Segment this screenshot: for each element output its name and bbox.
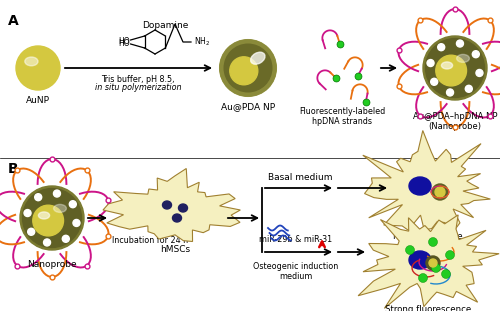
Circle shape <box>224 44 272 92</box>
Circle shape <box>426 256 440 270</box>
Ellipse shape <box>250 52 265 64</box>
Circle shape <box>438 44 444 51</box>
Circle shape <box>426 39 484 97</box>
Ellipse shape <box>178 204 188 212</box>
Circle shape <box>62 235 70 242</box>
Text: Basal medium: Basal medium <box>268 173 332 182</box>
Circle shape <box>456 40 464 47</box>
Polygon shape <box>358 215 499 308</box>
Circle shape <box>423 36 487 100</box>
Circle shape <box>34 194 42 201</box>
Circle shape <box>16 46 60 90</box>
Circle shape <box>430 78 438 85</box>
Text: Osteogenic induction
medium: Osteogenic induction medium <box>254 262 338 281</box>
Circle shape <box>230 57 258 85</box>
Ellipse shape <box>25 57 38 66</box>
Circle shape <box>432 263 440 272</box>
Circle shape <box>24 210 31 216</box>
Text: hMSCs: hMSCs <box>160 245 190 254</box>
Circle shape <box>432 184 448 200</box>
Circle shape <box>429 259 437 267</box>
Ellipse shape <box>456 54 469 63</box>
Text: No fluorescence: No fluorescence <box>393 232 463 241</box>
Circle shape <box>442 270 450 278</box>
Circle shape <box>54 190 60 197</box>
Text: Au@PDA NP: Au@PDA NP <box>221 102 275 111</box>
Circle shape <box>435 187 445 197</box>
Circle shape <box>427 59 434 67</box>
Text: in situ polymerization: in situ polymerization <box>94 83 182 92</box>
Circle shape <box>436 55 466 86</box>
Text: miR-29b & miR-31: miR-29b & miR-31 <box>260 235 332 244</box>
Text: AuNP: AuNP <box>26 96 50 105</box>
Circle shape <box>466 85 472 92</box>
Circle shape <box>20 186 84 250</box>
Text: Nanoprobe: Nanoprobe <box>27 260 77 269</box>
Circle shape <box>406 245 414 254</box>
Text: B: B <box>8 162 18 176</box>
Text: Fluorescently-labeled
hpDNA strands: Fluorescently-labeled hpDNA strands <box>299 107 385 126</box>
Ellipse shape <box>162 201 172 209</box>
Circle shape <box>446 250 454 259</box>
Circle shape <box>428 238 438 247</box>
Circle shape <box>28 228 34 235</box>
Text: HO: HO <box>118 39 130 48</box>
Text: Au@PDA–hpDNA NP
(Nanoprobe): Au@PDA–hpDNA NP (Nanoprobe) <box>413 112 497 132</box>
Circle shape <box>220 40 276 96</box>
Text: Dopamine: Dopamine <box>142 21 188 30</box>
Circle shape <box>472 51 480 58</box>
Circle shape <box>44 239 51 246</box>
Polygon shape <box>103 169 240 242</box>
Ellipse shape <box>442 62 452 69</box>
Ellipse shape <box>54 204 66 212</box>
Text: Incubation for 24 h: Incubation for 24 h <box>112 236 188 245</box>
Text: NH$_2$: NH$_2$ <box>194 36 210 48</box>
Circle shape <box>476 69 483 77</box>
Ellipse shape <box>38 212 50 219</box>
Ellipse shape <box>409 177 431 195</box>
Ellipse shape <box>409 251 431 269</box>
Circle shape <box>446 89 454 96</box>
Circle shape <box>22 188 82 248</box>
Text: Strong fluorescence
signals: Strong fluorescence signals <box>385 305 471 311</box>
Ellipse shape <box>172 214 182 222</box>
Polygon shape <box>363 131 490 230</box>
Text: Tris buffer, pH 8.5,: Tris buffer, pH 8.5, <box>101 75 175 84</box>
Circle shape <box>33 205 64 236</box>
Circle shape <box>73 220 80 226</box>
Circle shape <box>70 201 76 208</box>
Text: HO: HO <box>118 36 130 45</box>
Circle shape <box>418 273 428 282</box>
Text: A: A <box>8 14 19 28</box>
